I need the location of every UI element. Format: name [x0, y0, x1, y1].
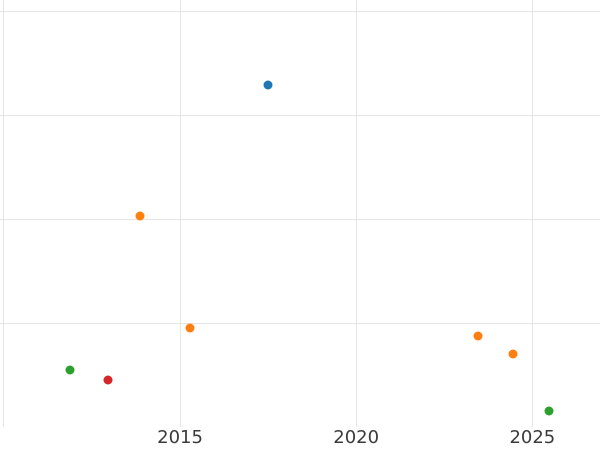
vertical-gridline [179, 0, 181, 427]
data-point-series-blue [263, 80, 273, 90]
data-point-series-orange [473, 331, 483, 341]
x-tick-label: 2015 [157, 427, 203, 448]
vertical-gridline [531, 0, 533, 427]
data-point-series-orange [185, 323, 195, 333]
horizontal-gridline [0, 11, 600, 13]
data-point-series-green [65, 365, 75, 375]
data-point-series-orange [508, 349, 518, 359]
horizontal-gridline [0, 115, 600, 117]
data-point-series-green [544, 406, 554, 416]
horizontal-gridline [0, 218, 600, 220]
horizontal-gridline [0, 322, 600, 324]
x-tick-label: 2020 [333, 427, 380, 448]
plot-area [0, 0, 600, 427]
data-point-series-orange [135, 211, 145, 221]
vertical-gridline [3, 0, 5, 427]
data-point-series-red [103, 375, 113, 385]
vertical-gridline [355, 0, 357, 427]
x-tick-label: 2025 [509, 427, 556, 448]
